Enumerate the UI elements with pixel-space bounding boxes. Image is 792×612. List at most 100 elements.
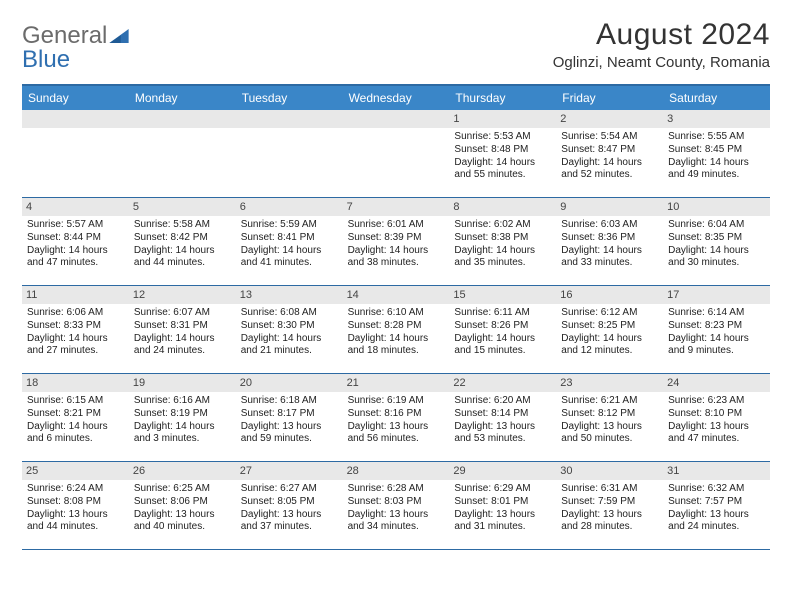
day-content: Sunrise: 5:55 AMSunset: 8:45 PMDaylight:… bbox=[667, 131, 766, 182]
day-content: Sunrise: 6:31 AMSunset: 7:59 PMDaylight:… bbox=[560, 483, 659, 534]
sunset-line: Sunset: 8:35 PM bbox=[668, 232, 765, 245]
daylight-line: Daylight: 13 hours and 50 minutes. bbox=[561, 421, 658, 447]
calendar-weekday-header: Sunday Monday Tuesday Wednesday Thursday… bbox=[22, 84, 770, 110]
daylight-line: Daylight: 14 hours and 12 minutes. bbox=[561, 333, 658, 359]
daylight-line: Daylight: 13 hours and 47 minutes. bbox=[668, 421, 765, 447]
daylight-line: Daylight: 14 hours and 30 minutes. bbox=[668, 245, 765, 271]
daylight-line: Daylight: 14 hours and 47 minutes. bbox=[27, 245, 124, 271]
day-content: Sunrise: 6:19 AMSunset: 8:16 PMDaylight:… bbox=[347, 395, 446, 446]
sunrise-line: Sunrise: 6:16 AM bbox=[134, 395, 231, 408]
daylight-line: Daylight: 14 hours and 35 minutes. bbox=[454, 245, 551, 271]
calendar-day-cell: 11Sunrise: 6:06 AMSunset: 8:33 PMDayligh… bbox=[22, 286, 129, 374]
sunrise-line: Sunrise: 6:12 AM bbox=[561, 307, 658, 320]
calendar-day-cell: 8Sunrise: 6:02 AMSunset: 8:38 PMDaylight… bbox=[449, 198, 556, 286]
daylight-line: Daylight: 14 hours and 24 minutes. bbox=[134, 333, 231, 359]
sunrise-line: Sunrise: 6:01 AM bbox=[348, 219, 445, 232]
sunset-line: Sunset: 8:10 PM bbox=[668, 408, 765, 421]
calendar-day-cell: 14Sunrise: 6:10 AMSunset: 8:28 PMDayligh… bbox=[343, 286, 450, 374]
sunset-line: Sunset: 8:05 PM bbox=[241, 496, 338, 509]
calendar-day-cell: 21 Sunrise: 6:19 AMSunset: 8:16 PMDayligh… bbox=[343, 374, 450, 462]
day-content: Sunrise: 5:53 AMSunset: 8:48 PMDaylight:… bbox=[453, 131, 552, 182]
daylight-line: Daylight: 14 hours and 49 minutes. bbox=[668, 157, 765, 183]
daylight-line: Daylight: 14 hours and 21 minutes. bbox=[241, 333, 338, 359]
sunrise-line: Sunrise: 6:28 AM bbox=[348, 483, 445, 496]
sunrise-line: Sunrise: 5:58 AM bbox=[134, 219, 231, 232]
logo: GeneralBlue bbox=[22, 18, 129, 76]
day-content: Sunrise: 6:04 AMSunset: 8:35 PMDaylight:… bbox=[667, 219, 766, 270]
daylight-line: Daylight: 13 hours and 37 minutes. bbox=[241, 509, 338, 535]
calendar-day-cell: 7Sunrise: 6:01 AMSunset: 8:39 PMDaylight… bbox=[343, 198, 450, 286]
sunrise-line: Sunrise: 6:23 AM bbox=[668, 395, 765, 408]
daylight-line: Daylight: 14 hours and 9 minutes. bbox=[668, 333, 765, 359]
sunrise-line: Sunrise: 6:20 AM bbox=[454, 395, 551, 408]
day-number: 4 bbox=[22, 198, 129, 216]
day-number: 5 bbox=[129, 198, 236, 216]
calendar-day-cell: 15Sunrise: 6:11 AMSunset: 8:26 PMDayligh… bbox=[449, 286, 556, 374]
sunrise-line: Sunrise: 5:54 AM bbox=[561, 131, 658, 144]
weekday-monday: Monday bbox=[129, 86, 236, 110]
sunset-line: Sunset: 7:59 PM bbox=[561, 496, 658, 509]
daylight-line: Daylight: 13 hours and 59 minutes. bbox=[241, 421, 338, 447]
header: GeneralBlue August 2024 Oglinzi, Neamt C… bbox=[22, 18, 770, 76]
daylight-line: Daylight: 14 hours and 44 minutes. bbox=[134, 245, 231, 271]
day-content: Sunrise: 6:08 AMSunset: 8:30 PMDaylight:… bbox=[240, 307, 339, 358]
day-number: 3 bbox=[663, 110, 770, 128]
sunset-line: Sunset: 8:41 PM bbox=[241, 232, 338, 245]
day-number: 26 bbox=[129, 462, 236, 480]
sunrise-line: Sunrise: 5:53 AM bbox=[454, 131, 551, 144]
sunrise-line: Sunrise: 6:07 AM bbox=[134, 307, 231, 320]
sunrise-line: Sunrise: 6:31 AM bbox=[561, 483, 658, 496]
daylight-line: Daylight: 14 hours and 18 minutes. bbox=[348, 333, 445, 359]
daylight-line: Daylight: 14 hours and 15 minutes. bbox=[454, 333, 551, 359]
sunset-line: Sunset: 8:17 PM bbox=[241, 408, 338, 421]
calendar-day-cell: 17Sunrise: 6:14 AMSunset: 8:23 PMDayligh… bbox=[663, 286, 770, 374]
sunset-line: Sunset: 8:23 PM bbox=[668, 320, 765, 333]
sunrise-line: Sunrise: 6:03 AM bbox=[561, 219, 658, 232]
calendar-day-cell: 20Sunrise: 6:18 AMSunset: 8:17 PMDayligh… bbox=[236, 374, 343, 462]
sunset-line: Sunset: 8:12 PM bbox=[561, 408, 658, 421]
day-content: Sunrise: 6:29 AMSunset: 8:01 PMDaylight:… bbox=[453, 483, 552, 534]
day-number: 15 bbox=[449, 286, 556, 304]
sunrise-line: Sunrise: 6:24 AM bbox=[27, 483, 124, 496]
day-content: Sunrise: 6:10 AMSunset: 8:28 PMDaylight:… bbox=[347, 307, 446, 358]
day-content: Sunrise: 5:58 AMSunset: 8:42 PMDaylight:… bbox=[133, 219, 232, 270]
sunset-line: Sunset: 8:03 PM bbox=[348, 496, 445, 509]
calendar-day-cell: 16Sunrise: 6:12 AMSunset: 8:25 PMDayligh… bbox=[556, 286, 663, 374]
day-number-empty bbox=[236, 110, 343, 128]
day-content: Sunrise: 6:32 AMSunset: 7:57 PMDaylight:… bbox=[667, 483, 766, 534]
calendar-day-cell: 4Sunrise: 5:57 AMSunset: 8:44 PMDaylight… bbox=[22, 198, 129, 286]
sunset-line: Sunset: 8:14 PM bbox=[454, 408, 551, 421]
sunset-line: Sunset: 8:19 PM bbox=[134, 408, 231, 421]
day-number: 11 bbox=[22, 286, 129, 304]
daylight-line: Daylight: 14 hours and 27 minutes. bbox=[27, 333, 124, 359]
sunset-line: Sunset: 8:30 PM bbox=[241, 320, 338, 333]
day-number: 21 bbox=[343, 374, 450, 392]
daylight-line: Daylight: 13 hours and 24 minutes. bbox=[668, 509, 765, 535]
sunset-line: Sunset: 8:28 PM bbox=[348, 320, 445, 333]
day-number: 17 bbox=[663, 286, 770, 304]
day-content: Sunrise: 6:03 AMSunset: 8:36 PMDaylight:… bbox=[560, 219, 659, 270]
day-content: Sunrise: 6:01 AMSunset: 8:39 PMDaylight:… bbox=[347, 219, 446, 270]
calendar-day-cell: 2Sunrise: 5:54 AMSunset: 8:47 PMDaylight… bbox=[556, 110, 663, 198]
day-content: Sunrise: 6:21 AMSunset: 8:12 PMDaylight:… bbox=[560, 395, 659, 446]
day-number-empty bbox=[129, 110, 236, 128]
sunset-line: Sunset: 8:48 PM bbox=[454, 144, 551, 157]
calendar-day-cell: 22Sunrise: 6:20 AMSunset: 8:14 PMDayligh… bbox=[449, 374, 556, 462]
sunrise-line: Sunrise: 6:10 AM bbox=[348, 307, 445, 320]
weekday-saturday: Saturday bbox=[663, 86, 770, 110]
calendar-day-cell: 19Sunrise: 6:16 AMSunset: 8:19 PMDayligh… bbox=[129, 374, 236, 462]
sunrise-line: Sunrise: 5:59 AM bbox=[241, 219, 338, 232]
sunset-line: Sunset: 8:26 PM bbox=[454, 320, 551, 333]
day-number: 30 bbox=[556, 462, 663, 480]
day-content: Sunrise: 6:27 AMSunset: 8:05 PMDaylight:… bbox=[240, 483, 339, 534]
sunrise-line: Sunrise: 6:25 AM bbox=[134, 483, 231, 496]
page-subtitle: Oglinzi, Neamt County, Romania bbox=[553, 54, 770, 71]
day-number-empty bbox=[22, 110, 129, 128]
calendar-day-cell: 26Sunrise: 6:25 AMSunset: 8:06 PMDayligh… bbox=[129, 462, 236, 550]
day-content: Sunrise: 6:18 AMSunset: 8:17 PMDaylight:… bbox=[240, 395, 339, 446]
day-content: Sunrise: 6:23 AMSunset: 8:10 PMDaylight:… bbox=[667, 395, 766, 446]
day-number: 22 bbox=[449, 374, 556, 392]
logo-text-blue: Blue bbox=[22, 46, 70, 73]
daylight-line: Daylight: 13 hours and 40 minutes. bbox=[134, 509, 231, 535]
sunset-line: Sunset: 8:42 PM bbox=[134, 232, 231, 245]
